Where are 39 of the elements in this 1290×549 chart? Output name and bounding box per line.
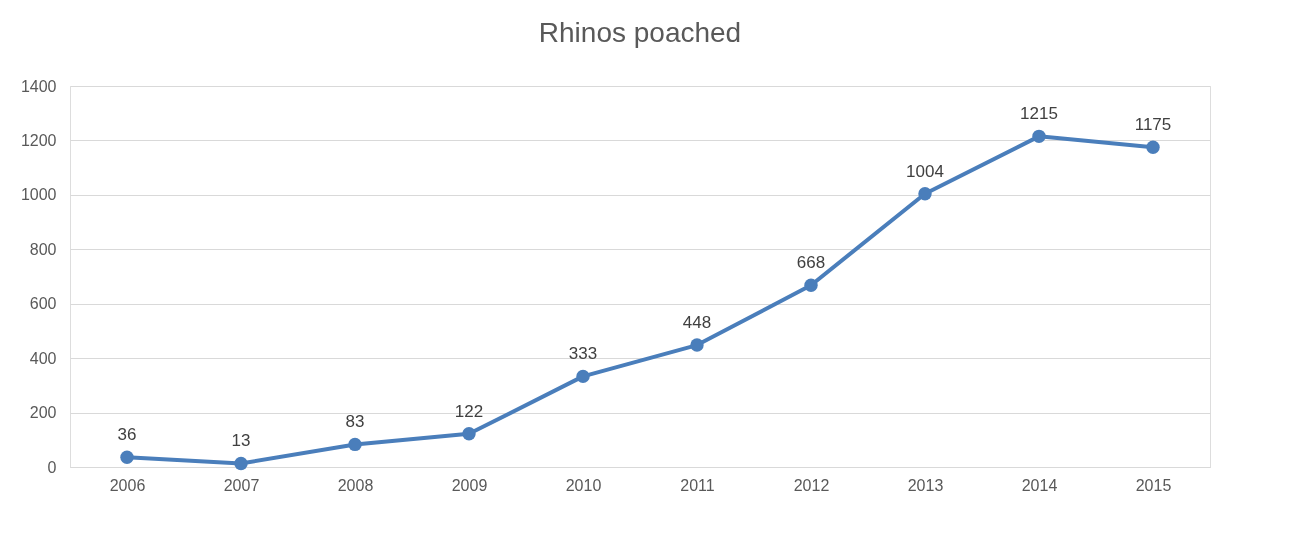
data-label: 83 [345,412,365,432]
data-label: 668 [796,253,826,273]
point [234,456,248,471]
point [804,278,818,292]
x-tick-label: 2007 [223,476,260,494]
y-tick-label: 1200 [20,131,57,149]
data-label: 1175 [1134,115,1172,135]
point [1032,129,1046,144]
data-label: 13 [231,431,251,451]
point [690,338,704,352]
x-tick-label: 2010 [565,476,602,494]
data-label: 1004 [906,161,944,181]
y-tick-label: 1400 [20,77,57,95]
data-label: 1215 [1020,104,1058,124]
x-tick-label: 2011 [680,476,715,494]
data-label: 333 [568,344,598,364]
x-tick-label: 2006 [109,476,146,494]
point [576,369,590,384]
x-tick-label: 2008 [337,476,374,494]
data-label: 122 [454,401,484,421]
point [348,437,362,452]
data-label: 36 [117,425,137,445]
y-tick-label: 400 [29,349,57,367]
y-tick-label: 800 [29,240,57,258]
y-tick-label: 0 [47,458,57,476]
x-tick-label: 2009 [451,476,488,494]
chart-title: Rhinos poached [538,17,742,48]
x-tick-label: 2015 [1135,476,1172,494]
x-tick-label: 2014 [1021,476,1058,494]
point [462,427,476,441]
point [120,450,134,464]
data-label: 448 [682,313,712,333]
y-tick-label: 200 [29,404,57,422]
point [918,187,932,201]
point [1146,140,1160,154]
x-tick-label: 2012 [793,476,830,494]
x-tick-label: 2013 [907,476,944,494]
y-tick-label: 1000 [20,186,57,204]
y-tick-label: 600 [29,295,57,313]
